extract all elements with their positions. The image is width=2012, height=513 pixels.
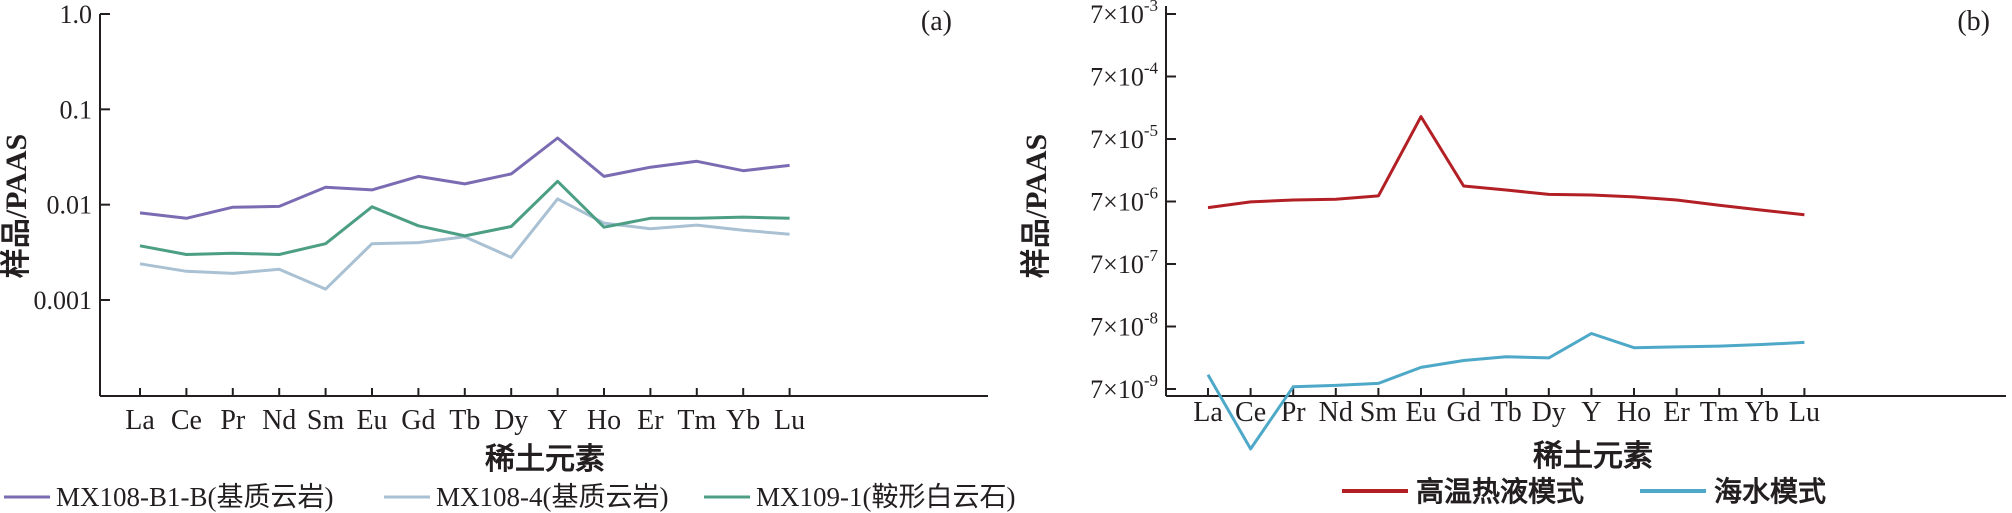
panel-b-x-tick-label: Ho	[1617, 397, 1651, 428]
panel-a-x-tick-label: Yb	[726, 405, 760, 436]
panel-a-y-tick-label: 0.001	[34, 286, 93, 315]
panel-b-y-tick-label: 7×10-6	[1090, 184, 1158, 217]
panel-a: (a) 稀土元素 样品/PAAS 0.001 0.01 0.1 1.0 La Ce Pr N…	[0, 0, 988, 476]
panel-a-x-tick-label: Tb	[449, 405, 480, 436]
panel-b-x-tick-label: Tb	[1491, 397, 1522, 428]
panel-a-legend-label-1: MX108-B1-B(基质云岩)	[56, 482, 334, 512]
panel-a-x-tick-label: Ho	[587, 405, 621, 436]
panel-a-legend-label-3: MX109-1(鞍形白云石)	[756, 482, 1015, 512]
panel-a-x-tick-label: Nd	[262, 405, 296, 436]
panel-a-y-tick-label: 0.01	[47, 191, 93, 220]
panel-a-x-tick-label: Er	[637, 405, 664, 436]
panel-b-x-tick-label: Nd	[1319, 397, 1353, 428]
panel-a-x-tick-label: La	[125, 405, 155, 436]
panel-a-label: (a)	[921, 6, 952, 37]
panel-b-y-tick-label: 7×10-4	[1090, 59, 1158, 92]
panel-a-y-axis-title: 样品/PAAS	[0, 134, 33, 278]
panel-b-legend-label-2: 海水模式	[1714, 476, 1826, 508]
panel-a-x-tick-label: Pr	[220, 405, 246, 436]
panel-a-x-tick-label: Y	[547, 405, 567, 436]
panel-b-x-tick-label: Ce	[1235, 397, 1266, 428]
panel-a-x-tick-label: Sm	[307, 405, 345, 436]
panel-a-series-line-1	[139, 136, 790, 220]
panel-a-x-tick-label: Dy	[494, 405, 528, 436]
panel-b-y-tick-label: 7×10-8	[1090, 309, 1158, 342]
panel-a-series-line-3	[139, 179, 790, 256]
panel-b-y-tick-label: 7×10-3	[1090, 0, 1158, 29]
panel-b-x-tick-label: Gd	[1446, 397, 1480, 428]
panel-a-legend-label-2: MX108-4(基质云岩)	[436, 482, 668, 512]
panel-a-x-tick-label: Ce	[171, 405, 202, 436]
panel-b-y-tick-label: 7×10-5	[1090, 121, 1158, 154]
panel-a-legend: MX108-B1-B(基质云岩) MX108-4(基质云岩) MX109-1(鞍形白…	[4, 482, 1015, 512]
panel-b-x-tick-label: Lu	[1789, 397, 1820, 428]
panel-b-y-tick-label: 7×10-9	[1090, 371, 1158, 404]
panel-a-series	[139, 136, 790, 291]
panel-b-y-axis-title: 样品/PAAS	[1020, 134, 1053, 278]
panel-b-legend: 高温热液模式 海水模式	[1342, 476, 1826, 508]
panel-b-legend-label-1: 高温热液模式	[1416, 476, 1584, 508]
panel-b-x-ticks: La Ce Pr Nd Sm Eu Gd Tb Dy Y Ho Er Tm Yb Lu	[1193, 388, 1820, 428]
panel-b-x-tick-label: Dy	[1532, 397, 1566, 428]
panel-b-series-line-2	[1206, 332, 1805, 451]
panel-b-x-tick-label: Yb	[1745, 397, 1779, 428]
panel-b-y-ticks: 7×10-9 7×10-8 7×10-7 7×10-6 7×10-5 7×10-4 7×10…	[1090, 0, 1176, 404]
panel-b-series-line-1	[1207, 115, 1805, 217]
panel-a-y-ticks: 0.001 0.01 0.1 1.0	[34, 0, 110, 315]
panel-a-x-tick-label: Eu	[356, 405, 387, 436]
panel-b-x-tick-label: Y	[1581, 397, 1601, 428]
panel-b-x-tick-label: La	[1193, 397, 1223, 428]
panel-a-series-line-2	[139, 197, 790, 291]
panel-b-y-tick-label: 7×10-7	[1090, 246, 1158, 279]
panel-a-x-tick-label: Lu	[774, 405, 805, 436]
panel-a-y-tick-label: 0.1	[60, 95, 93, 124]
panel-b-x-tick-label: Er	[1663, 397, 1690, 428]
panel-b-x-tick-label: Eu	[1405, 397, 1436, 428]
panel-b-x-tick-label: Tm	[1700, 397, 1739, 428]
panel-b-x-axis-title: 稀土元素	[1533, 440, 1653, 473]
panel-a-x-tick-label: Tm	[677, 405, 716, 436]
panel-b: (b) 稀土元素 样品/PAAS 7×10-97×10-87×10-77×10-…	[1020, 0, 2006, 473]
panel-a-x-ticks: La Ce Pr Nd Sm Eu Gd Tb Dy Y Ho Er Tm Yb Lu	[125, 388, 805, 436]
panel-b-x-tick-label: Pr	[1281, 397, 1307, 428]
panel-a-y-tick-label: 1.0	[60, 0, 93, 29]
panel-b-x-tick-label: Sm	[1360, 397, 1398, 428]
panel-a-x-axis-title: 稀土元素	[485, 443, 605, 476]
panel-b-label: (b)	[1957, 6, 1990, 37]
panel-b-series	[1206, 115, 1805, 451]
panel-a-x-tick-label: Gd	[401, 405, 435, 436]
